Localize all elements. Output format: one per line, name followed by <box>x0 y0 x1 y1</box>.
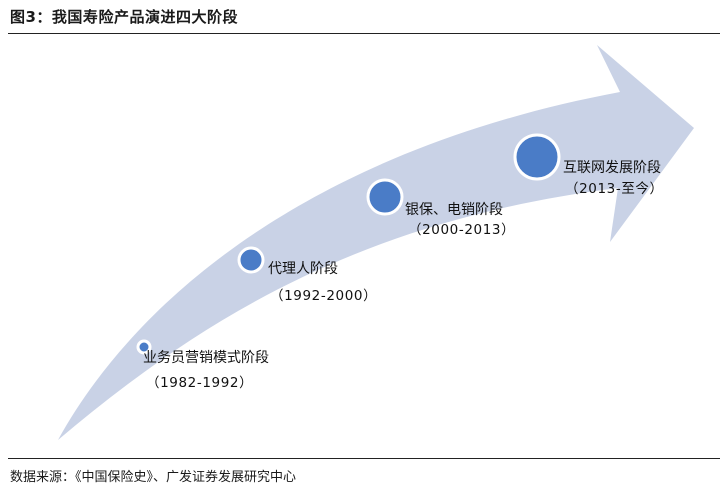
stage-period: （1982-1992） <box>146 375 253 391</box>
stage-dot <box>237 246 265 274</box>
stage-name: 互联网发展阶段 <box>563 160 661 176</box>
stage-3: 银保、电销阶段 （2000-2013） <box>366 178 515 238</box>
figure-source: 数据来源：《中国保险史》、广发证券发展研究中心 <box>10 470 297 485</box>
stage-name: 银保、电销阶段 <box>405 202 503 218</box>
stage-period: （1992-2000） <box>270 288 377 304</box>
stage-dot <box>136 339 152 355</box>
stage-dot <box>366 178 404 216</box>
stage-2: 代理人阶段 （1992-2000） <box>237 246 377 304</box>
stage-dot <box>513 133 561 181</box>
stage-name: 代理人阶段 <box>268 261 338 277</box>
stage-4: 互联网发展阶段 （2013-至今） <box>513 133 664 197</box>
stage-name: 业务员营销模式阶段 <box>143 350 269 366</box>
stage-period: （2000-2013） <box>408 222 515 238</box>
bottom-rule <box>8 458 720 459</box>
figure-title: 图3：我国寿险产品演进四大阶段 <box>10 8 238 26</box>
stage-1: 业务员营销模式阶段 （1982-1992） <box>136 339 269 391</box>
stage-period: （2013-至今） <box>565 181 664 197</box>
top-rule <box>8 33 720 34</box>
